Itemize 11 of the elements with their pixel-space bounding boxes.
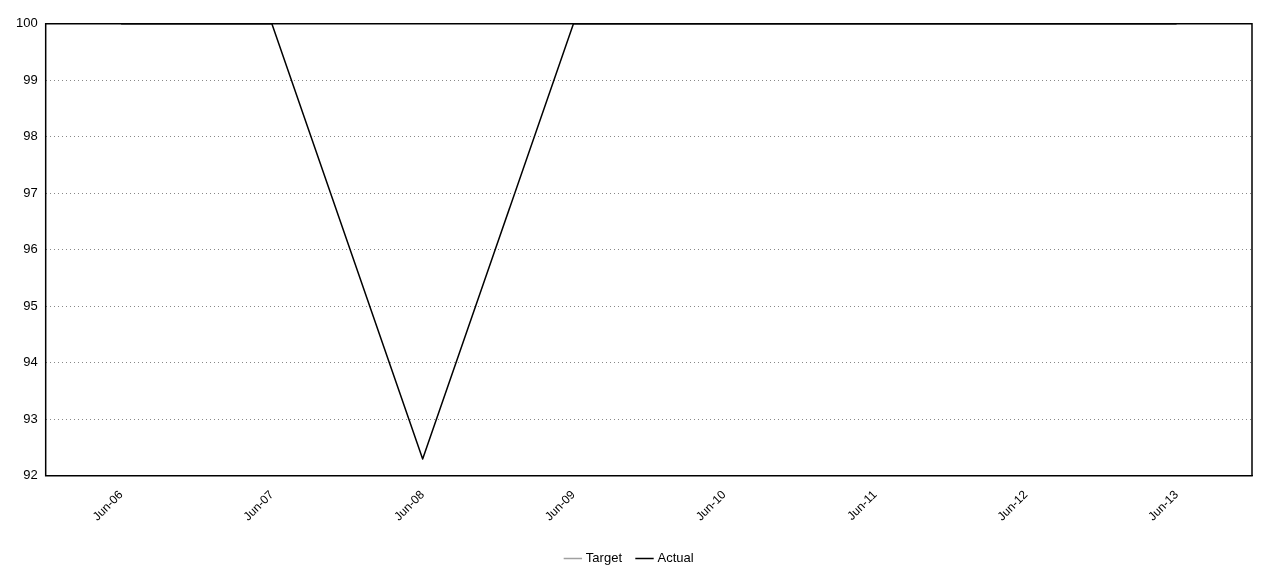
y-tick-label: 93	[23, 410, 38, 426]
y-tick-label: 97	[23, 184, 38, 200]
y-tick-label: 94	[23, 354, 38, 370]
y-tick-label: 92	[23, 467, 38, 483]
legend-label: Target	[585, 550, 623, 566]
y-tick-label: 95	[23, 297, 38, 313]
y-tick-label: 96	[23, 241, 38, 257]
y-tick-label: 98	[23, 128, 38, 144]
legend-label: Actual	[657, 550, 694, 566]
y-tick-label: 99	[23, 71, 38, 87]
y-tick-label: 100	[15, 15, 38, 31]
